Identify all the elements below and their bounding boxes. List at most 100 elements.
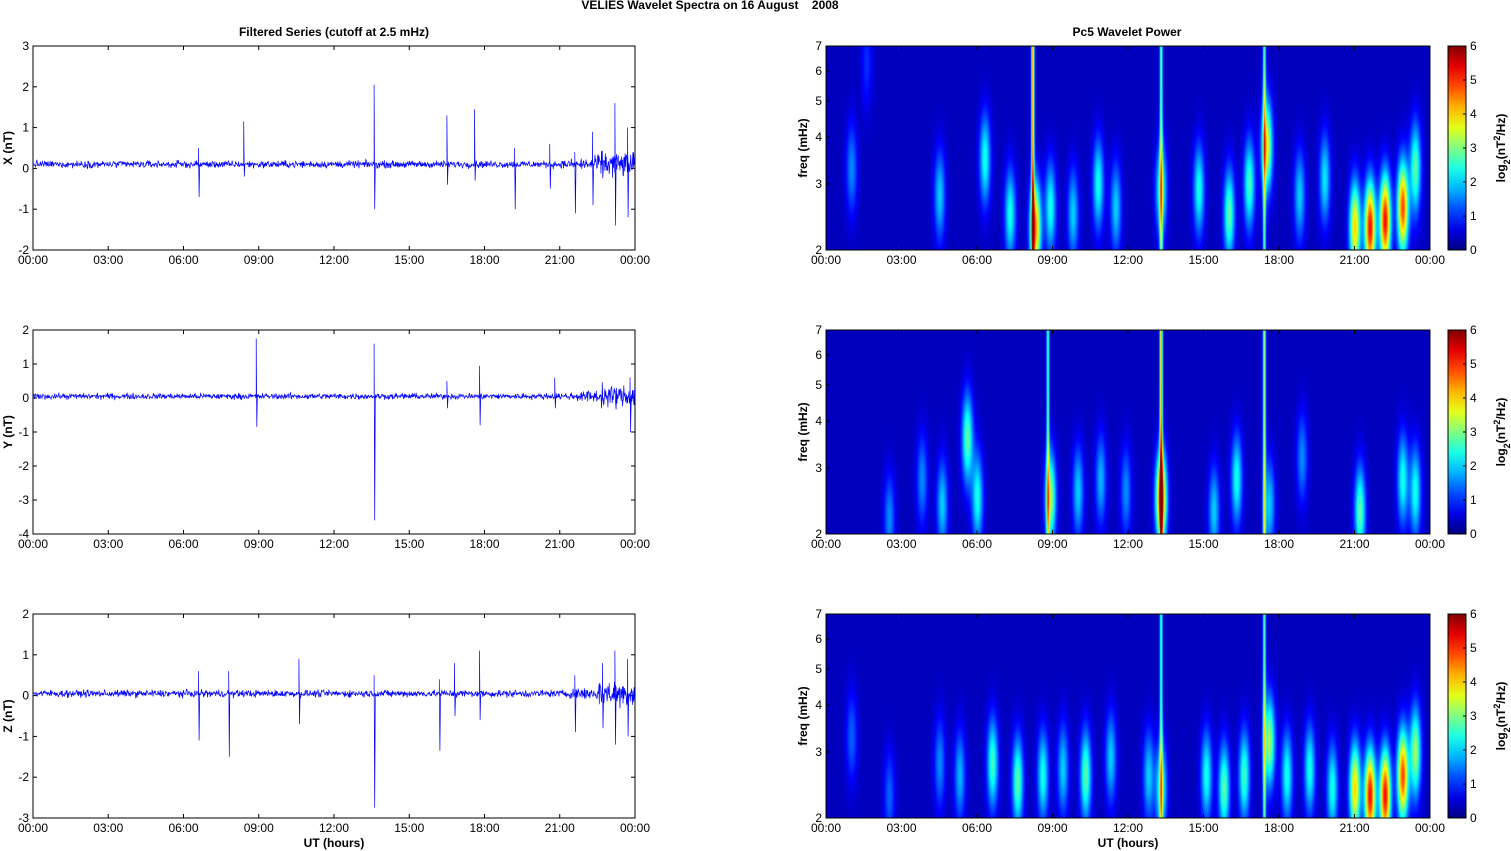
freq-tick-label: 7 bbox=[815, 39, 822, 53]
x-tick-label: 03:00 bbox=[93, 821, 123, 835]
colorbar-tick-label: 6 bbox=[1470, 323, 1477, 337]
wavelet-spectrum-image bbox=[826, 330, 1430, 534]
colorbar-tick-label: 1 bbox=[1470, 777, 1477, 791]
x-tick-label: 18:00 bbox=[1264, 253, 1294, 267]
colorbar-tick-label: 6 bbox=[1470, 607, 1477, 621]
freq-tick-label: 2 bbox=[815, 527, 822, 541]
colorbar-label: log2(nT2/Hz) bbox=[1492, 114, 1511, 183]
colorbar-tick-label: 1 bbox=[1470, 209, 1477, 223]
x-tick-label: 06:00 bbox=[168, 537, 198, 551]
x-tick-label: 09:00 bbox=[1037, 253, 1067, 267]
freq-tick-label: 5 bbox=[815, 662, 822, 676]
x-tick-label: 00:00 bbox=[18, 537, 48, 551]
colorbar-tick-label: 3 bbox=[1470, 141, 1477, 155]
x-tick-label: 12:00 bbox=[319, 253, 349, 267]
freq-tick-label: 7 bbox=[815, 607, 822, 621]
colorbar-tick-label: 1 bbox=[1470, 493, 1477, 507]
x-tick-label: 09:00 bbox=[244, 253, 274, 267]
figure-title: VELIES Wavelet Spectra on 16 August 2008 bbox=[581, 0, 839, 12]
freq-tick-label: 3 bbox=[815, 461, 822, 475]
x-tick-label: 03:00 bbox=[93, 253, 123, 267]
freq-axis-label: freq (mHz) bbox=[796, 686, 810, 745]
colorbar-tick-label: 0 bbox=[1470, 811, 1477, 825]
x-tick-label: 15:00 bbox=[1188, 537, 1218, 551]
y-tick-label: 1 bbox=[22, 121, 29, 135]
x-tick-label: 12:00 bbox=[319, 821, 349, 835]
x-tick-label: 00:00 bbox=[1415, 537, 1445, 551]
colorbar-tick-label: 5 bbox=[1470, 73, 1477, 87]
y-tick-label: 0 bbox=[22, 689, 29, 703]
freq-tick-label: 5 bbox=[815, 94, 822, 108]
x-tick-label: 12:00 bbox=[1113, 537, 1143, 551]
series-panel-frame bbox=[32, 613, 636, 819]
y-tick-label: 0 bbox=[22, 161, 29, 175]
series-panel-frame bbox=[32, 45, 636, 251]
wavelet-spectrum-area bbox=[826, 614, 1430, 818]
x-tick-label: 03:00 bbox=[886, 253, 916, 267]
y-tick-label: 2 bbox=[22, 323, 29, 337]
freq-tick-label: 6 bbox=[815, 64, 822, 78]
y-tick-label: 2 bbox=[22, 80, 29, 94]
freq-tick-label: 2 bbox=[815, 811, 822, 825]
y-tick-label: -2 bbox=[18, 243, 29, 257]
x-tick-label: 00:00 bbox=[1415, 253, 1445, 267]
x-tick-label: 03:00 bbox=[886, 537, 916, 551]
y-tick-label: -4 bbox=[18, 527, 29, 541]
x-tick-label: 06:00 bbox=[962, 821, 992, 835]
x-tick-label: 06:00 bbox=[168, 253, 198, 267]
left-column-title: Filtered Series (cutoff at 2.5 mHz) bbox=[239, 25, 429, 39]
x-axis-label: UT (hours) bbox=[1098, 836, 1159, 850]
x-tick-label: 21:00 bbox=[1339, 253, 1369, 267]
y-axis-label: Y (nT) bbox=[1, 415, 15, 449]
x-tick-label: 00:00 bbox=[811, 537, 841, 551]
freq-tick-label: 6 bbox=[815, 348, 822, 362]
x-tick-label: 15:00 bbox=[394, 537, 424, 551]
x-tick-label: 18:00 bbox=[469, 821, 499, 835]
colorbar-tick-label: 3 bbox=[1470, 425, 1477, 439]
x-tick-label: 03:00 bbox=[93, 537, 123, 551]
freq-tick-label: 4 bbox=[815, 130, 822, 144]
x-tick-label: 00:00 bbox=[811, 821, 841, 835]
freq-tick-label: 3 bbox=[815, 177, 822, 191]
x-tick-label: 00:00 bbox=[620, 537, 650, 551]
freq-tick-label: 7 bbox=[815, 323, 822, 337]
y-axis-label: X (nT) bbox=[1, 131, 15, 165]
freq-tick-label: 2 bbox=[815, 243, 822, 257]
x-tick-label: 12:00 bbox=[1113, 821, 1143, 835]
right-column-title: Pc5 Wavelet Power bbox=[1073, 25, 1182, 39]
freq-tick-label: 5 bbox=[815, 378, 822, 392]
y-tick-label: -1 bbox=[18, 202, 29, 216]
y-tick-label: -3 bbox=[18, 811, 29, 825]
freq-axis-label: freq (mHz) bbox=[796, 118, 810, 177]
freq-tick-label: 4 bbox=[815, 698, 822, 712]
y-tick-label: -1 bbox=[18, 425, 29, 439]
y-tick-label: 3 bbox=[22, 39, 29, 53]
x-tick-label: 06:00 bbox=[962, 253, 992, 267]
x-axis-label: UT (hours) bbox=[304, 836, 365, 850]
y-tick-label: -3 bbox=[18, 493, 29, 507]
colorbar-label: log2(nT2/Hz) bbox=[1492, 398, 1511, 467]
colorbar-tick-label: 0 bbox=[1470, 527, 1477, 541]
wavelet-spectrum-area bbox=[826, 46, 1430, 250]
colorbar-tick-label: 5 bbox=[1470, 641, 1477, 655]
y-axis-label: Z (nT) bbox=[1, 699, 15, 732]
y-tick-label: -2 bbox=[18, 459, 29, 473]
x-tick-label: 00:00 bbox=[811, 253, 841, 267]
freq-axis-label: freq (mHz) bbox=[796, 402, 810, 461]
colorbar-tick-label: 2 bbox=[1470, 175, 1477, 189]
colorbar-tick-label: 2 bbox=[1470, 459, 1477, 473]
freq-tick-label: 4 bbox=[815, 414, 822, 428]
x-tick-label: 00:00 bbox=[1415, 821, 1445, 835]
x-tick-label: 18:00 bbox=[469, 537, 499, 551]
y-tick-label: 0 bbox=[22, 391, 29, 405]
x-tick-label: 03:00 bbox=[886, 821, 916, 835]
x-tick-label: 00:00 bbox=[18, 253, 48, 267]
x-tick-label: 00:00 bbox=[620, 253, 650, 267]
series-trace bbox=[32, 650, 636, 808]
x-tick-label: 21:00 bbox=[545, 253, 575, 267]
x-tick-label: 15:00 bbox=[394, 821, 424, 835]
x-tick-label: 12:00 bbox=[1113, 253, 1143, 267]
series-trace bbox=[32, 338, 636, 521]
x-tick-label: 18:00 bbox=[1264, 821, 1294, 835]
